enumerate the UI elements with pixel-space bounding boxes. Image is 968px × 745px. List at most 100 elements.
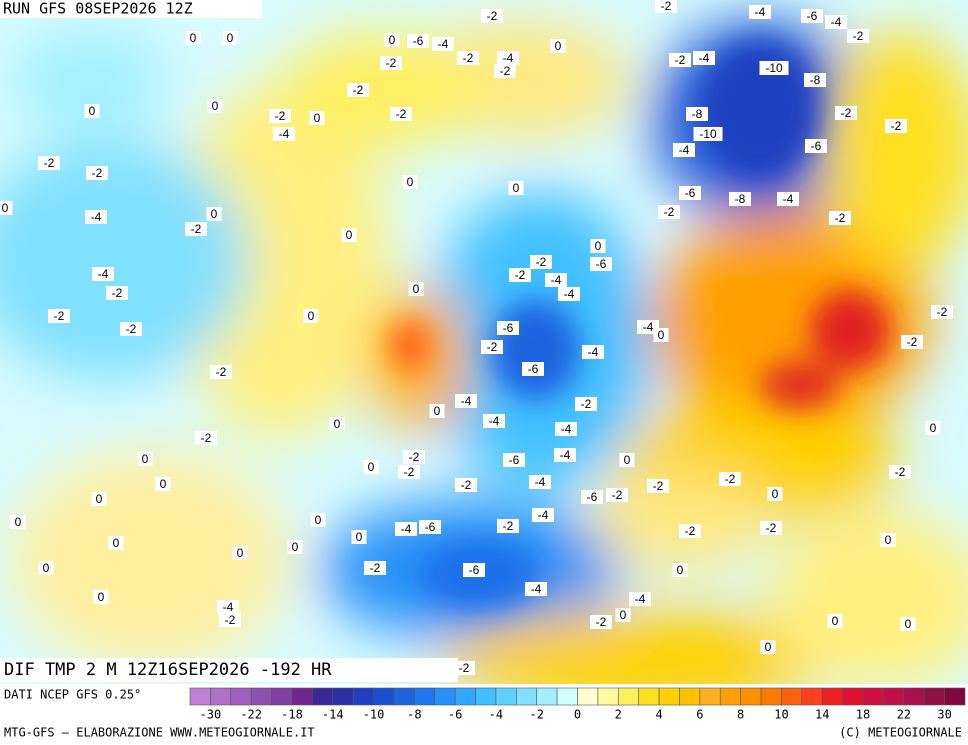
map-label: 0 xyxy=(658,328,665,342)
label-box xyxy=(686,107,708,121)
legend-swatch xyxy=(821,687,843,706)
legend-tick-label: 30 xyxy=(937,708,951,722)
label-box xyxy=(590,257,612,271)
map-label: 0 xyxy=(832,614,839,628)
legend-swatch xyxy=(332,687,354,706)
legend-tick-label: 4 xyxy=(655,708,662,722)
label-box xyxy=(108,536,124,550)
legend-tick-label: -30 xyxy=(200,708,222,722)
map-label: -10 xyxy=(699,127,717,141)
legend-swatch xyxy=(516,687,538,706)
label-box xyxy=(880,533,896,547)
map-label: -4 xyxy=(560,448,571,462)
label-box xyxy=(847,29,869,43)
map-label: -2 xyxy=(191,222,202,236)
map-label: -2 xyxy=(766,521,777,535)
map-label: -2 xyxy=(581,397,592,411)
legend-swatch xyxy=(617,687,639,706)
label-box xyxy=(522,362,544,376)
legend-tick-label: 8 xyxy=(737,708,744,722)
label-box xyxy=(805,139,827,153)
legend-swatch xyxy=(638,687,660,706)
data-source: DATI NCEP GFS 0.25° xyxy=(4,688,141,702)
legend-swatch xyxy=(577,687,599,706)
legend-tick-label: -8 xyxy=(407,708,421,722)
legend-swatch xyxy=(699,687,721,706)
header-box xyxy=(0,0,262,18)
map-label: -2 xyxy=(409,450,420,464)
label-box xyxy=(673,143,695,157)
label-box xyxy=(901,335,923,349)
label-box xyxy=(679,186,701,200)
label-box xyxy=(85,210,107,224)
map-label: -8 xyxy=(692,107,703,121)
legend-tick-label: -18 xyxy=(281,708,303,722)
label-box xyxy=(287,540,303,554)
label-box xyxy=(554,448,576,462)
map-label: -2 xyxy=(370,561,381,575)
label-box xyxy=(575,397,597,411)
map-label: 0 xyxy=(885,533,892,547)
legend-swatch xyxy=(536,687,558,706)
map-label: -6 xyxy=(503,321,514,335)
map-label: 0 xyxy=(2,201,9,215)
label-box xyxy=(931,305,953,319)
label-box xyxy=(590,615,612,629)
legend-swatch xyxy=(312,687,334,706)
map-label: -2 xyxy=(353,83,364,97)
label-box xyxy=(497,519,519,533)
credit: MTG-GFS — ELABORAZIONE WWW.METEOGIORNALE… xyxy=(4,726,315,740)
map-label: -2 xyxy=(459,661,470,675)
legend-swatch xyxy=(658,687,680,706)
label-box xyxy=(120,322,142,336)
legend-tick-label: 2 xyxy=(615,708,622,722)
map-label: -4 xyxy=(755,5,766,19)
label-box xyxy=(829,211,851,225)
label-box xyxy=(525,582,547,596)
legend-tick-label: -6 xyxy=(448,708,462,722)
map-label: -6 xyxy=(528,362,539,376)
legend-tick-label: 0 xyxy=(574,708,581,722)
label-box xyxy=(497,51,519,65)
legend-swatch xyxy=(801,687,823,706)
label-box xyxy=(303,309,319,323)
map-label: 0 xyxy=(89,104,96,118)
legend-swatch xyxy=(475,687,497,706)
map-label: -4 xyxy=(531,582,542,596)
map-label: -2 xyxy=(596,615,607,629)
map-label: -2 xyxy=(725,472,736,486)
map-label: -8 xyxy=(810,73,821,87)
label-box xyxy=(269,109,291,123)
legend-swatch xyxy=(495,687,517,706)
map-label: 0 xyxy=(356,530,363,544)
map-label: -2 xyxy=(275,109,286,123)
legend-swatch xyxy=(271,687,293,706)
map-label: -6 xyxy=(469,563,480,577)
legend-tick-label: -10 xyxy=(363,708,385,722)
map-label: -2 xyxy=(675,53,686,67)
label-box xyxy=(207,99,223,113)
map-label: -6 xyxy=(596,257,607,271)
map-label: -2 xyxy=(54,309,65,323)
map-label: 0 xyxy=(237,546,244,560)
label-box xyxy=(581,490,603,504)
label-box xyxy=(483,414,505,428)
label-box xyxy=(729,192,751,206)
map-label: 0 xyxy=(142,452,149,466)
label-box xyxy=(749,5,771,19)
label-box xyxy=(219,613,241,627)
map-label: 0 xyxy=(160,477,167,491)
legend-swatch xyxy=(393,687,415,706)
label-box xyxy=(481,9,503,23)
map-label: 0 xyxy=(211,207,218,221)
label-box xyxy=(210,365,232,379)
map-label: 0 xyxy=(113,536,120,550)
label-box xyxy=(590,239,606,253)
map-label: -4 xyxy=(535,475,546,489)
label-box xyxy=(38,561,54,575)
label-box xyxy=(827,614,843,628)
label-box xyxy=(206,207,222,221)
map-label: 0 xyxy=(905,617,912,631)
label-box xyxy=(106,286,128,300)
label-box xyxy=(38,156,60,170)
